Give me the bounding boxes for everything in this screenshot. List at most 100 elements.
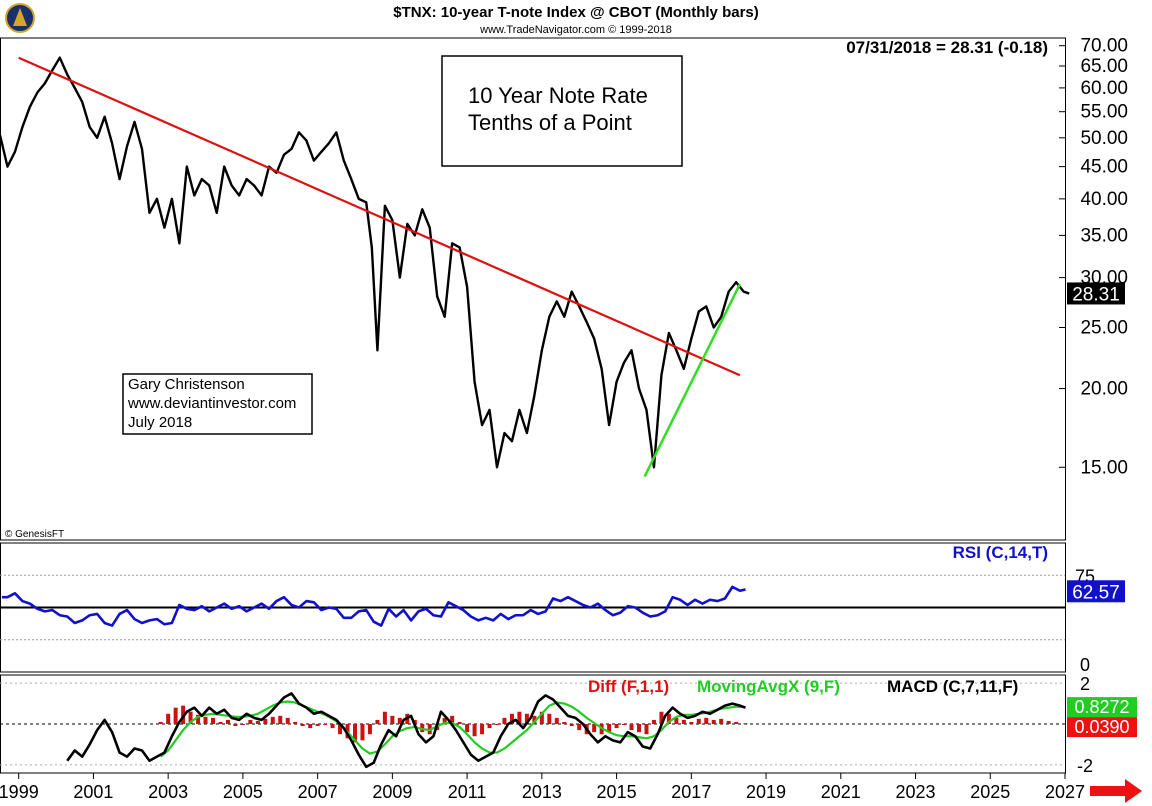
time-tick-label: 2019 xyxy=(746,782,786,802)
author-box xyxy=(122,373,313,435)
diff-bar xyxy=(622,724,627,725)
scroll-right-arrow-icon[interactable] xyxy=(1090,779,1142,803)
diff-bar xyxy=(547,713,552,724)
diff-bar xyxy=(285,717,290,724)
diff-bar xyxy=(188,711,193,724)
diff-bar xyxy=(577,724,582,731)
price-tick-label: 35.00 xyxy=(1080,225,1128,246)
diff-bar xyxy=(442,717,447,724)
diff-bar xyxy=(367,724,372,735)
price-tick-label: 55.00 xyxy=(1080,102,1128,123)
diff-bar xyxy=(465,724,470,733)
diff-bar xyxy=(338,724,343,735)
diff-bar xyxy=(375,719,380,724)
time-axis: 1999 2001 2003 2005 2007 2009 2011 2013 2015 2017… xyxy=(0,773,1085,802)
diff-bar xyxy=(711,719,716,724)
diff-bar xyxy=(263,718,268,724)
rsi-legend: RSI (C,14,T) xyxy=(953,543,1048,562)
diff-bar xyxy=(173,707,178,724)
time-tick-label: 2005 xyxy=(223,782,263,802)
rsi-last-value-badge xyxy=(1067,580,1125,603)
price-tick-label: 60.00 xyxy=(1080,78,1128,99)
support-trendline xyxy=(643,283,742,478)
diff-bar xyxy=(315,724,320,727)
time-tick-label: 2027 xyxy=(1045,782,1085,802)
diff-bar xyxy=(607,724,612,733)
diff-bar xyxy=(203,716,208,724)
diff-bar xyxy=(562,721,567,724)
rsi-line xyxy=(1,585,746,627)
time-tick-label: 2025 xyxy=(970,782,1010,802)
diff-bar xyxy=(674,717,679,724)
diff-bar xyxy=(218,721,223,724)
price-tick-label: 45.00 xyxy=(1080,157,1128,178)
diff-bar xyxy=(390,715,395,724)
diff-bar xyxy=(487,724,492,729)
diff-bar xyxy=(270,716,275,724)
diff-bar xyxy=(517,711,522,724)
macd-tick-label: -2 xyxy=(1077,756,1093,776)
diff-bar xyxy=(734,721,739,724)
time-tick-label: 2023 xyxy=(896,782,936,802)
macd-line xyxy=(66,692,746,769)
diff-bar xyxy=(397,717,402,724)
price-line xyxy=(0,56,750,469)
rsi-series: 62.57 xyxy=(1,580,1125,627)
diff-bar xyxy=(659,711,664,724)
note-box xyxy=(441,55,683,167)
rsi-last-value-label: 62.57 xyxy=(1072,582,1120,603)
diff-bar xyxy=(689,721,694,724)
diff-bar xyxy=(480,724,485,735)
macd-legend-signal: MovingAvgX (9,F) xyxy=(697,677,840,696)
diff-bar xyxy=(666,713,671,724)
diff-last-value-badge xyxy=(1067,717,1137,738)
panel-frame xyxy=(0,37,1066,541)
diff-bar xyxy=(240,724,245,725)
time-tick-label: 2013 xyxy=(522,782,562,802)
diff-bar xyxy=(360,724,365,741)
time-tick-label: 2017 xyxy=(671,782,711,802)
time-tick-label: 2003 xyxy=(148,782,188,802)
diff-bar xyxy=(554,717,559,724)
author-name: Gary Christenson xyxy=(128,376,245,393)
note-box-line2: Tenths of a Point xyxy=(468,110,632,135)
note-box-line1: 10 Year Note Rate xyxy=(468,83,648,108)
diff-last-value-label: 0.0390 xyxy=(1074,717,1129,737)
macd-legend-diff: Diff (F,1,1) xyxy=(588,677,669,696)
time-tick-label: 1999 xyxy=(0,782,39,802)
diff-bar xyxy=(353,724,357,743)
diff-bar xyxy=(233,724,238,727)
rsi-tick-label: 0 xyxy=(1080,655,1090,675)
diff-bar xyxy=(592,724,597,733)
diff-bar xyxy=(457,721,462,724)
time-tick-label: 2021 xyxy=(821,782,861,802)
diff-bar xyxy=(472,724,477,737)
diff-bar xyxy=(696,718,701,724)
diff-bar xyxy=(495,724,499,725)
diff-bar xyxy=(704,717,709,724)
copyright-label: © GenesisFT xyxy=(5,529,64,540)
diff-bar xyxy=(681,719,686,724)
macd-legend-macd: MACD (C,7,11,F) xyxy=(887,677,1018,696)
diff-bar xyxy=(278,715,283,724)
price-tick-label: 70.00 xyxy=(1080,36,1128,57)
diff-bar xyxy=(719,718,724,724)
diff-bar xyxy=(726,720,731,724)
diff-bar xyxy=(524,713,529,724)
time-tick-label: 2015 xyxy=(597,782,637,802)
signal-line xyxy=(159,700,746,758)
price-tick-label: 40.00 xyxy=(1080,189,1128,210)
price-tick-label: 15.00 xyxy=(1080,457,1128,478)
macd-axis: 2 -2 xyxy=(0,674,1093,776)
diff-bar xyxy=(300,724,305,727)
diff-bar xyxy=(644,724,649,735)
brand-logo-icon xyxy=(5,3,35,33)
diff-bar xyxy=(323,724,328,725)
price-tick-label: 25.00 xyxy=(1080,317,1128,338)
diff-bar xyxy=(158,721,163,724)
chart-subtitle: www.TradeNavigator.com © 1999-2018 xyxy=(479,24,672,36)
diff-bar xyxy=(255,720,260,724)
diff-bar xyxy=(651,719,656,724)
